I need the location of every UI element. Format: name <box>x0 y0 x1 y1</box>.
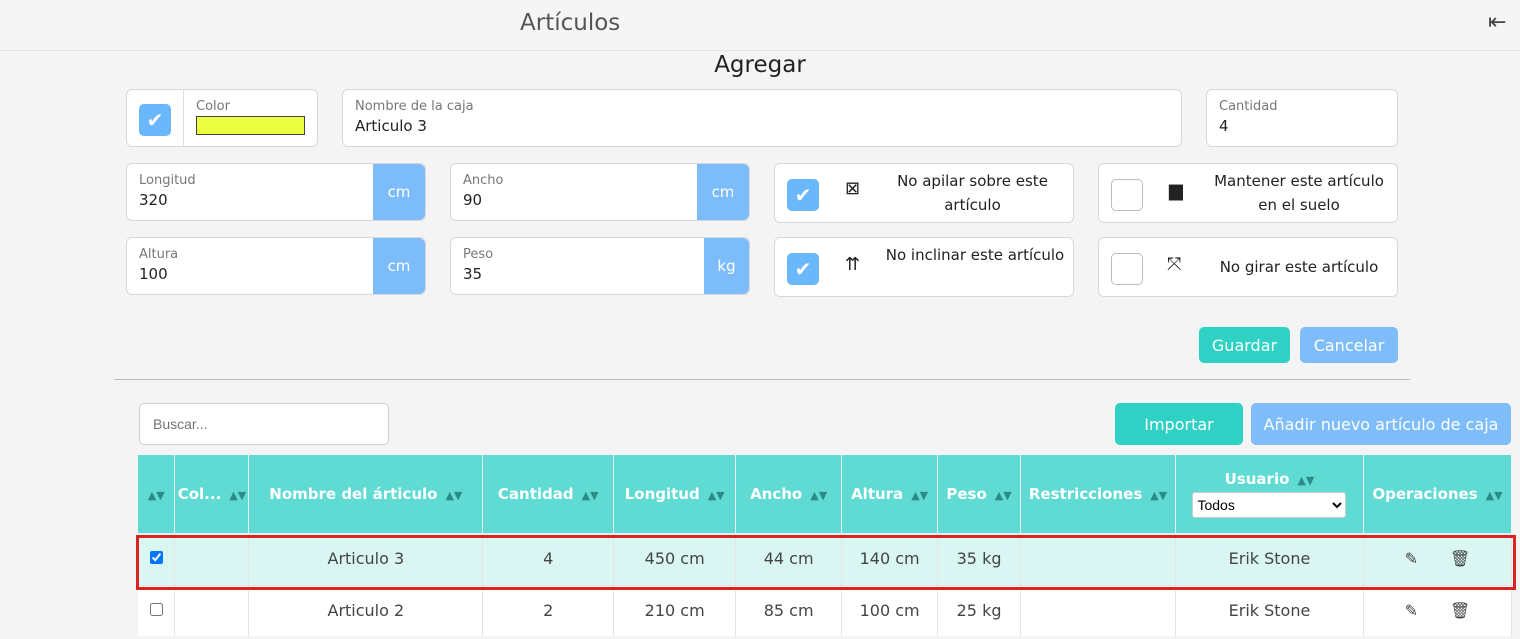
page-title: Artículos <box>520 10 621 36</box>
user-filter-select[interactable]: Todos <box>1192 492 1347 518</box>
header-length[interactable]: Longitud ▲▼ <box>613 455 737 533</box>
keep-floor-checkbox[interactable] <box>1111 179 1143 211</box>
row-checkbox[interactable] <box>149 551 163 565</box>
color-field: ✔ Color <box>126 89 318 147</box>
header-select[interactable]: ▲▼ <box>138 455 176 533</box>
restriction-no-tilt[interactable]: ✔ ⇈ No inclinar este artículo <box>774 237 1074 297</box>
trash-icon[interactable]: 🗑 <box>1450 601 1471 621</box>
edit-icon[interactable]: ✎ <box>1404 601 1419 621</box>
no-stack-checkbox[interactable]: ✔ <box>787 179 819 211</box>
top-bar <box>0 0 1520 51</box>
header-user[interactable]: Usuario ▲▼ Todos <box>1175 455 1364 533</box>
items-table: ▲▼ Col... ▲▼ Nombre del árticulo ▲▼ Cantid… <box>138 455 1513 636</box>
header-name[interactable]: Nombre del árticulo ▲▼ <box>248 455 484 533</box>
restriction-no-rotate[interactable]: ⤧ No girar este artículo <box>1098 237 1398 297</box>
edit-icon[interactable]: ✎ <box>1404 549 1419 569</box>
header-quantity[interactable]: Cantidad ▲▼ <box>482 455 615 533</box>
search-input[interactable] <box>139 403 389 445</box>
no-rotate-checkbox[interactable] <box>1111 253 1143 285</box>
height-field[interactable]: Altura 100 cm <box>126 237 426 295</box>
header-height[interactable]: Altura ▲▼ <box>841 455 939 533</box>
length-field[interactable]: Longitud 320 cm <box>126 163 426 221</box>
add-new-item-button[interactable]: Añadir nuevo artículo de caja <box>1251 403 1511 445</box>
header-restrictions[interactable]: Restricciones ▲▼ <box>1020 455 1177 533</box>
color-cell <box>174 584 250 636</box>
row-checkbox[interactable] <box>149 603 163 617</box>
import-button[interactable]: Importar <box>1115 403 1243 445</box>
no-tilt-checkbox[interactable]: ✔ <box>787 253 819 285</box>
save-button[interactable]: Guardar <box>1199 327 1290 363</box>
cancel-button[interactable]: Cancelar <box>1300 327 1398 363</box>
form-heading: Agregar <box>714 52 806 78</box>
this-way-up-icon: ⇈ <box>845 254 861 275</box>
trash-icon[interactable]: 🗑 <box>1450 549 1471 569</box>
restriction-keep-floor[interactable]: ▆ Mantener este artículo en el suelo <box>1098 163 1398 223</box>
header-weight[interactable]: Peso ▲▼ <box>937 455 1022 533</box>
header-width[interactable]: Ancho ▲▼ <box>735 455 843 533</box>
keep-on-floor-icon: ▆ <box>1169 180 1183 201</box>
quantity-field[interactable]: Cantidad 4 <box>1206 89 1398 147</box>
header-operations[interactable]: Operaciones ▲▼ <box>1363 455 1513 533</box>
name-field[interactable]: Nombre de la caja Articulo 3 <box>342 89 1182 147</box>
no-rotate-icon: ⤧ <box>1167 254 1182 275</box>
arrow-left-bar-icon[interactable]: ⇤ <box>1488 10 1507 35</box>
width-field[interactable]: Ancho 90 cm <box>450 163 750 221</box>
weight-field[interactable]: Peso 35 kg <box>450 237 750 295</box>
header-color[interactable]: Col... ▲▼ <box>174 455 250 533</box>
divider <box>114 379 1410 380</box>
restriction-no-stack[interactable]: ✔ ⊠ No apilar sobre este artículo <box>774 163 1074 223</box>
color-cell <box>174 533 250 585</box>
color-swatch[interactable] <box>196 116 305 135</box>
color-checkbox[interactable]: ✔ <box>139 104 171 136</box>
no-stack-icon: ⊠ <box>845 178 861 199</box>
